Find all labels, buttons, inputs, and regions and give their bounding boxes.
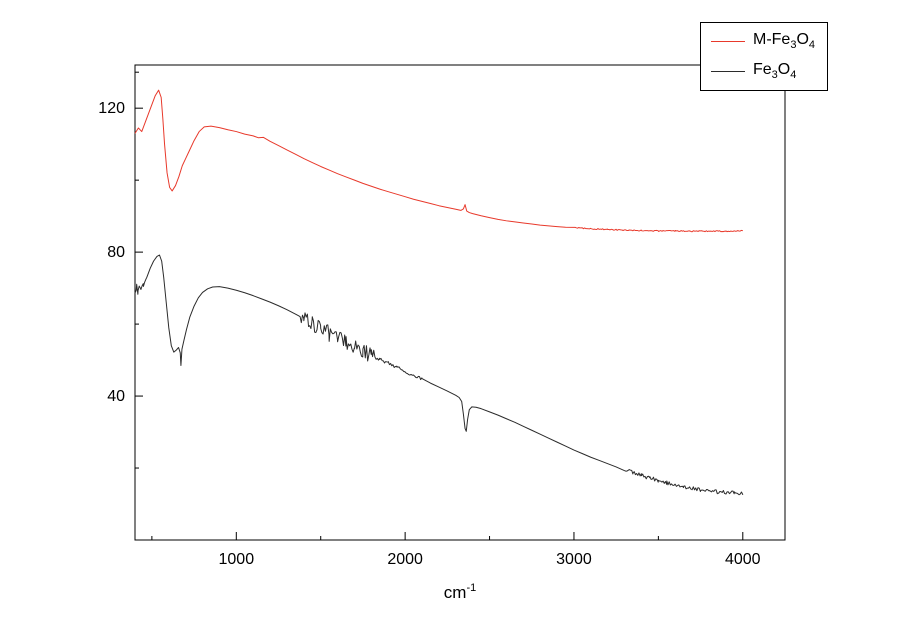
- legend-entry-0: M-Fe3O4: [711, 30, 815, 52]
- x-tick-label: 1000: [219, 551, 255, 568]
- series-line-0: [134, 89, 744, 233]
- x-tick-label: 4000: [725, 551, 761, 568]
- legend-line-swatch-1: [711, 71, 745, 73]
- x-tick-label: 3000: [556, 551, 592, 568]
- x-axis-label: cm-1: [444, 582, 476, 602]
- y-tick-label: 80: [107, 244, 125, 261]
- legend-label-0: M-Fe3O4: [753, 31, 816, 52]
- plot-frame: [134, 64, 786, 541]
- series-line-1: [134, 254, 744, 496]
- legend-entry-1: Fe3O4: [711, 60, 815, 82]
- y-tick-label: 120: [98, 100, 125, 117]
- x-tick-label: 2000: [387, 551, 423, 568]
- chart-legend: M-Fe3O4 Fe3O4: [700, 22, 829, 91]
- legend-label-1: Fe3O4: [753, 61, 797, 82]
- y-tick-label: 40: [107, 388, 125, 405]
- legend-line-swatch-0: [711, 40, 745, 42]
